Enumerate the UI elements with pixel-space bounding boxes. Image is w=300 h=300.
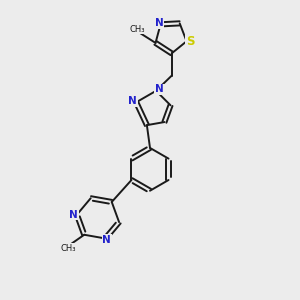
Text: N: N	[69, 210, 78, 220]
Text: S: S	[186, 35, 194, 48]
Text: N: N	[155, 84, 164, 94]
Text: N: N	[102, 235, 111, 245]
Text: N: N	[155, 18, 164, 28]
Text: CH₃: CH₃	[60, 244, 76, 253]
Text: CH₃: CH₃	[130, 25, 146, 34]
Text: N: N	[128, 96, 137, 106]
